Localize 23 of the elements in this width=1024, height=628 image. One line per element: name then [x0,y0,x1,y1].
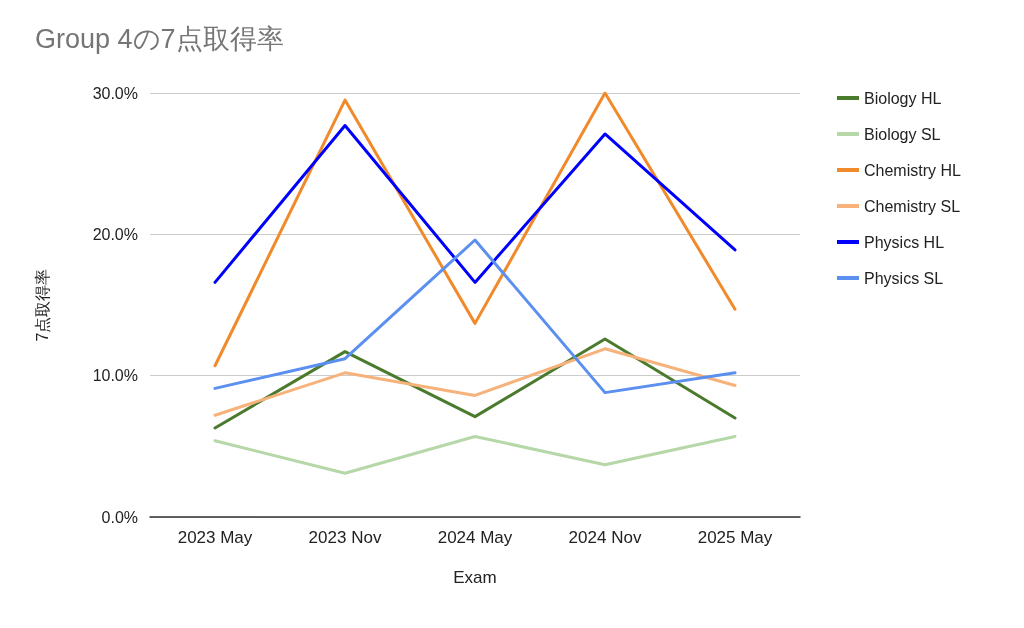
x-tick-label: 2023 May [177,528,253,547]
line-series [213,434,737,475]
legend-label: Biology HL [864,89,942,107]
y-tick-label: 30.0% [92,84,138,102]
line-series [213,347,737,417]
legend-label: Physics HL [864,233,945,251]
legend-label: Chemistry SL [864,197,961,215]
legend-label: Physics SL [864,269,944,287]
x-tick-label: 2023 Nov [308,528,382,547]
y-tick-label: 10.0% [92,367,138,385]
y-axis-title: 7点取得率 [33,268,51,342]
line-series [213,238,737,395]
legend-label: Biology SL [864,125,941,143]
line-series [213,124,737,284]
chart-title: Group 4の7点取得率 [35,23,284,54]
y-tick-label: 0.0% [101,508,138,526]
x-tick-label: 2024 May [437,528,513,547]
y-tick-label: 20.0% [92,225,138,243]
x-tick-label: 2025 May [697,528,773,547]
x-axis-title: Exam [453,568,497,587]
line-series [213,91,737,368]
x-tick-label: 2024 Nov [568,528,642,547]
legend-label: Chemistry HL [864,161,962,179]
